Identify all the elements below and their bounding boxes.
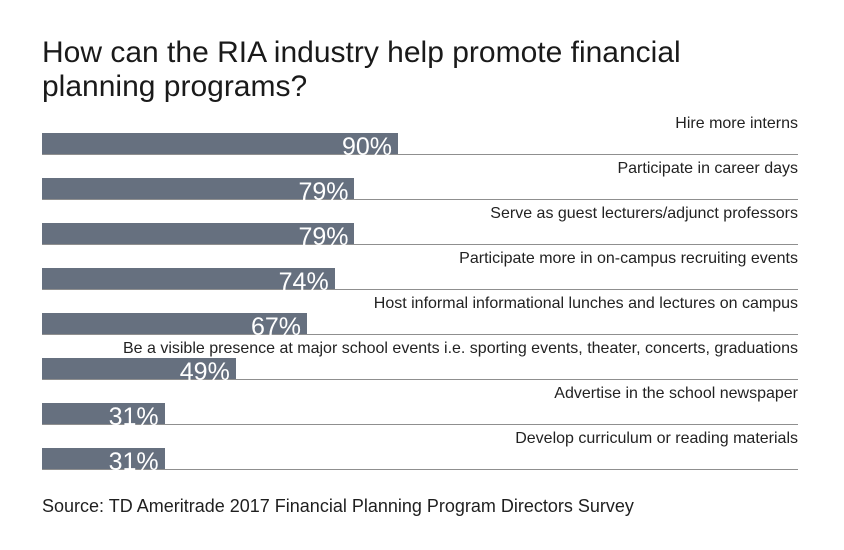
category-label: Be a visible presence at major school ev…: [122, 340, 798, 357]
value-label: 79%: [298, 223, 349, 251]
category-label: Serve as guest lecturers/adjunct profess…: [490, 205, 798, 222]
bar: 79%: [42, 223, 355, 250]
bar-row: Participate in career days 79%: [42, 155, 798, 205]
bar: 74%: [42, 268, 335, 295]
bar-row: Advertise in the school newspaper 31%: [42, 380, 798, 430]
bar-row: Participate more in on-campus recruiting…: [42, 245, 798, 295]
value-label: 67%: [250, 313, 302, 341]
bar: 31%: [42, 448, 165, 475]
value-label: 49%: [179, 358, 230, 386]
category-label: Participate in career days: [617, 160, 798, 177]
chart-title: How can the RIA industry help promote fi…: [42, 36, 681, 103]
value-label: 31%: [108, 403, 159, 431]
value-label: 90%: [341, 133, 392, 161]
bar-row: Be a visible presence at major school ev…: [42, 335, 798, 385]
bar-row: Serve as guest lecturers/adjunct profess…: [42, 200, 798, 250]
category-label: Host informal informational lunches and …: [373, 295, 798, 312]
bar: 79%: [42, 178, 355, 205]
category-label: Hire more interns: [675, 115, 798, 132]
category-label: Develop curriculum or reading materials: [515, 430, 798, 447]
source-note: Source: TD Ameritrade 2017 Financial Pla…: [42, 496, 634, 516]
bar-row: Hire more interns 90%: [42, 110, 798, 160]
bar: 49%: [42, 358, 236, 385]
value-label: 31%: [108, 448, 159, 476]
value-label: 79%: [298, 178, 349, 206]
bar-row: Host informal informational lunches and …: [42, 290, 798, 340]
bar: 31%: [42, 403, 165, 430]
bar-row: Develop curriculum or reading materials 3…: [42, 425, 798, 475]
bar: 90%: [42, 133, 398, 160]
bar: 67%: [42, 313, 308, 340]
category-label: Participate more in on-campus recruiting…: [459, 250, 798, 267]
value-label: 74%: [278, 268, 329, 296]
horizontal-bar-chart: Hire more interns 90% Participate in caree…: [42, 110, 798, 475]
category-label: Advertise in the school newspaper: [554, 385, 798, 402]
